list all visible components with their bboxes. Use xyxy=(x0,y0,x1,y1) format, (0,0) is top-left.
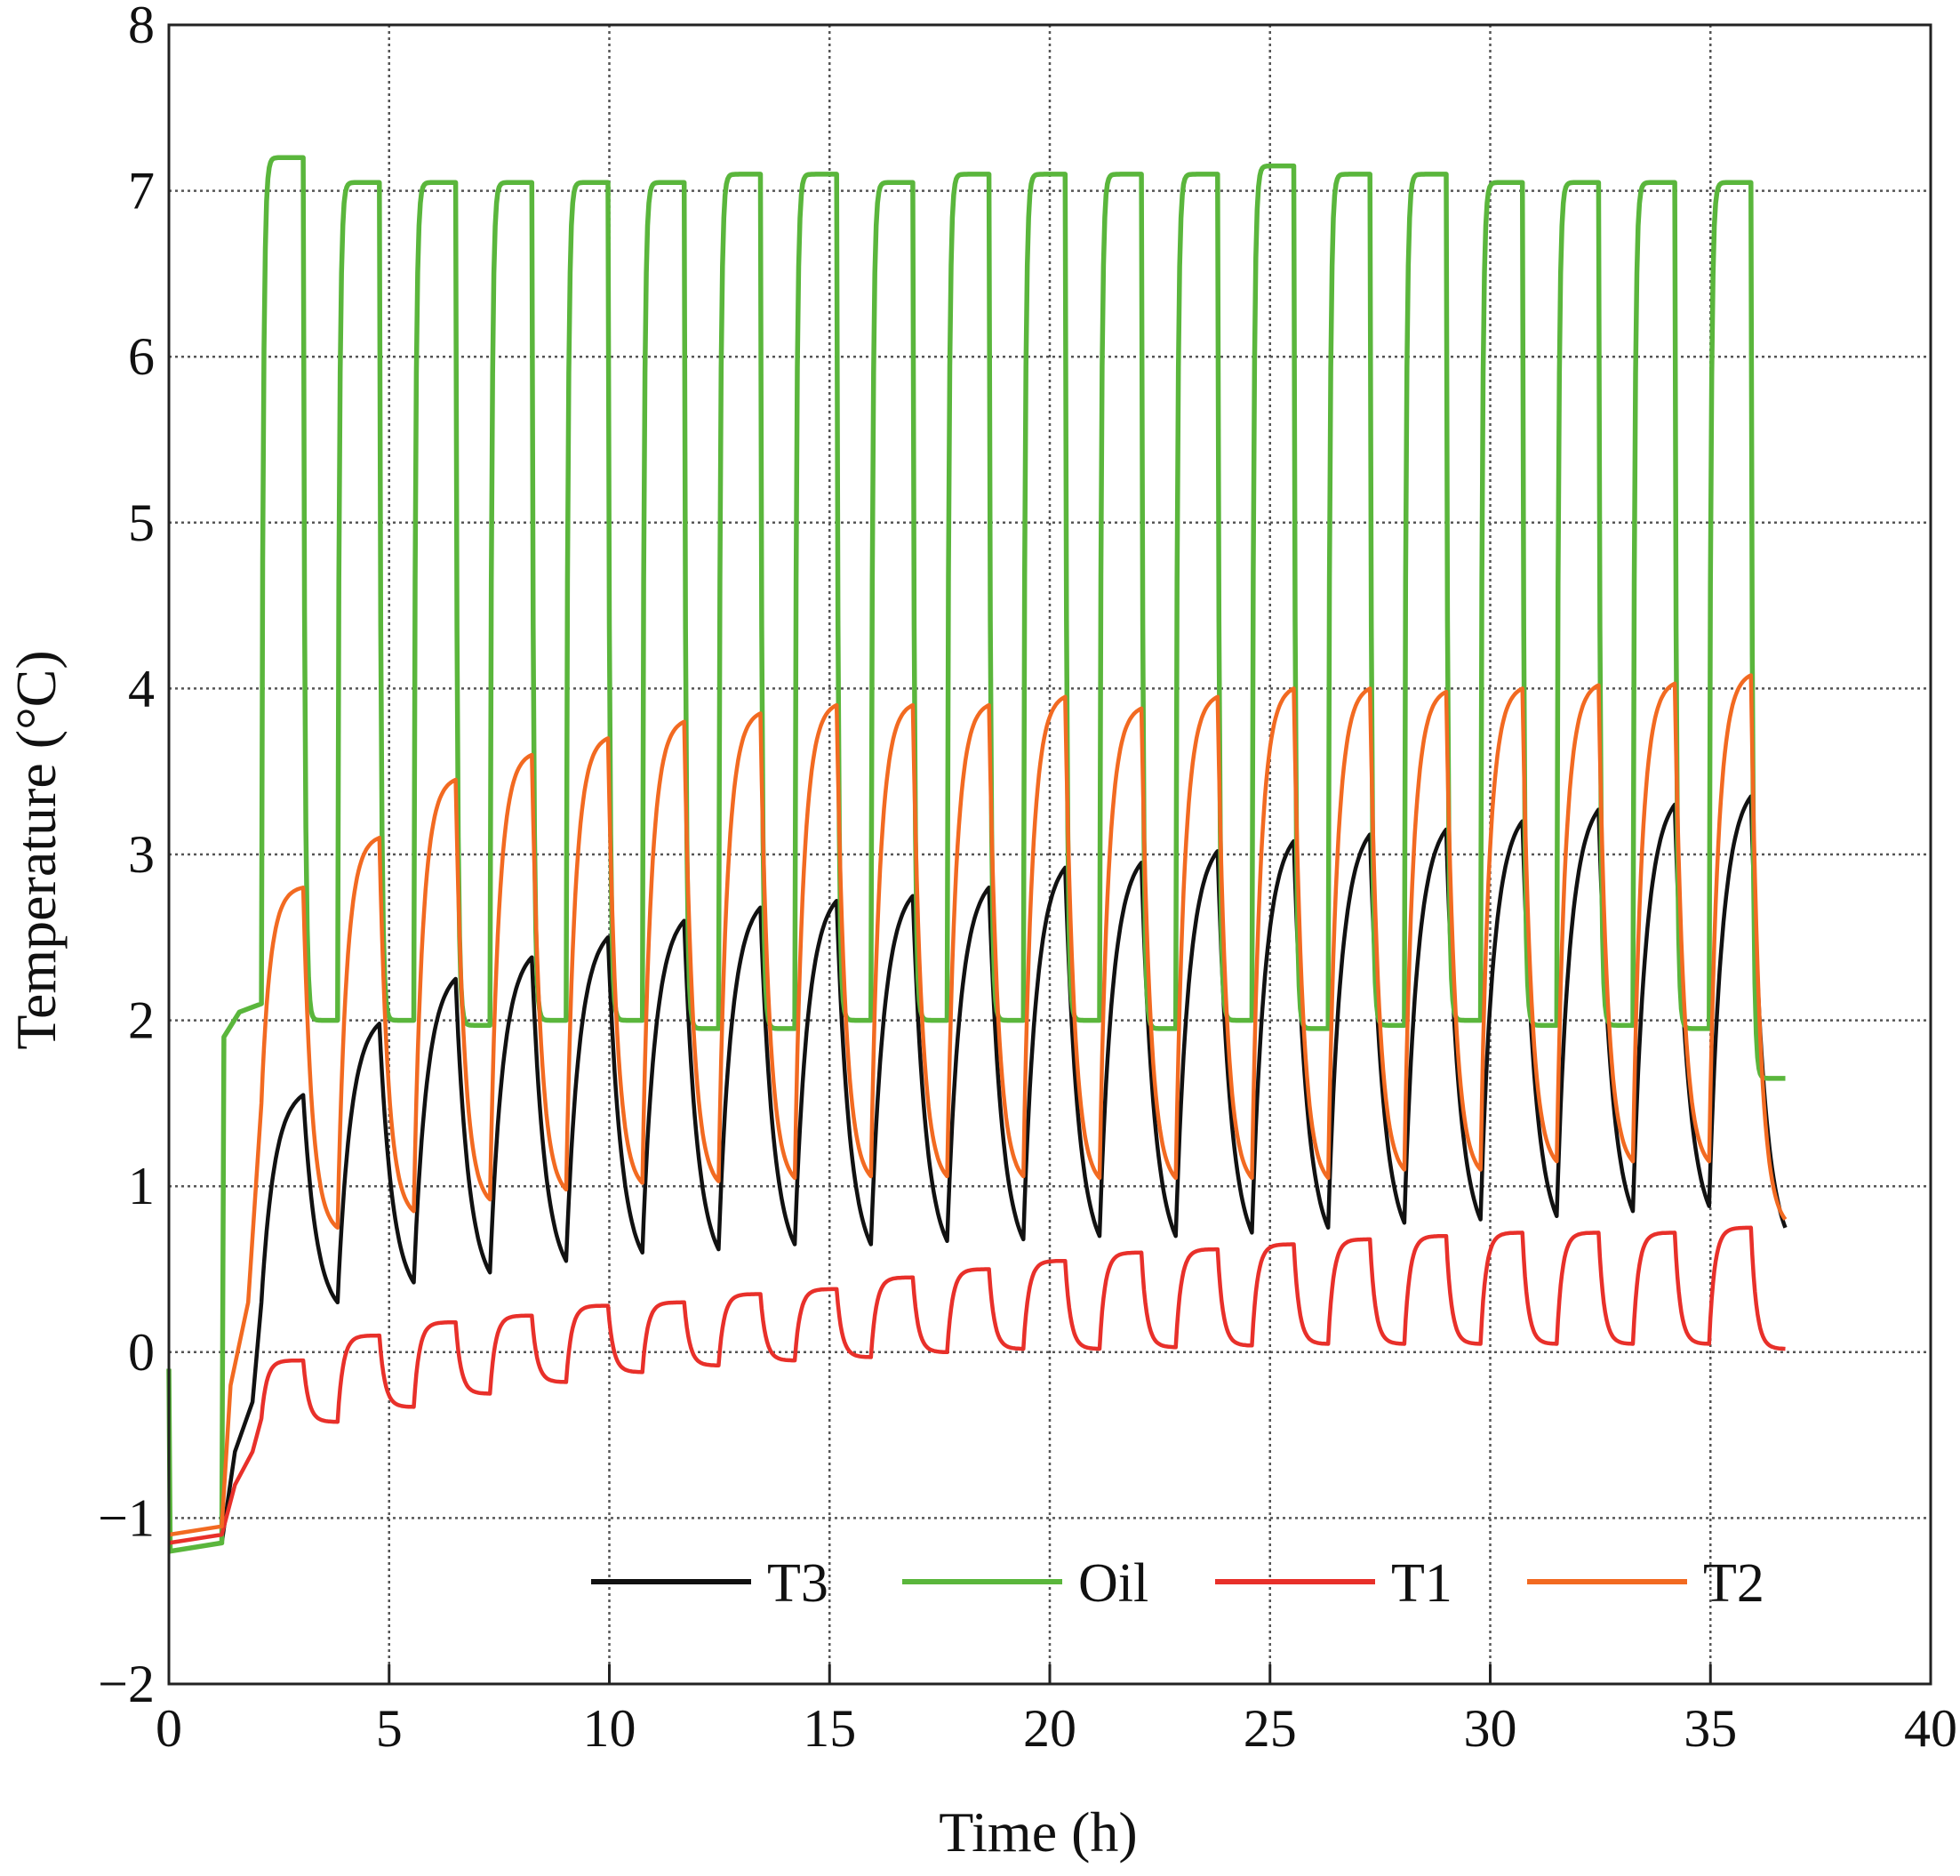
x-tick-label: 0 xyxy=(156,1699,182,1758)
x-tick-label: 40 xyxy=(1904,1699,1957,1758)
x-axis-label: Time (h) xyxy=(939,1800,1137,1864)
series-line-t3 xyxy=(168,794,1788,1553)
y-axis-label: Temperature (°C) xyxy=(4,650,68,1049)
y-tick-label: 4 xyxy=(128,659,155,718)
series-line-t1 xyxy=(168,1225,1787,1545)
y-tick-label: 6 xyxy=(128,327,155,386)
y-tick-label: 1 xyxy=(128,1157,155,1215)
y-tick-label: 3 xyxy=(128,825,155,884)
legend-label-t3: T3 xyxy=(767,1553,828,1614)
y-tick-label: 8 xyxy=(128,0,155,54)
legend-label-t2: T2 xyxy=(1703,1553,1764,1614)
grid-lines xyxy=(169,25,1931,1684)
legend: T3 Oil T1 T2 xyxy=(591,1553,1764,1614)
y-tick-label: −1 xyxy=(98,1488,155,1547)
y-tick-label: 5 xyxy=(128,493,155,552)
y-tick-label: 2 xyxy=(128,991,155,1050)
series-lines xyxy=(166,155,1788,1554)
y-tick-label: −2 xyxy=(98,1655,155,1713)
series-line-t2 xyxy=(168,673,1788,1537)
x-tick-label: 10 xyxy=(583,1699,636,1758)
y-tick-label: 7 xyxy=(128,162,155,220)
x-tick-label: 20 xyxy=(1023,1699,1076,1758)
series-line-oil xyxy=(166,155,1787,1554)
legend-label-oil: Oil xyxy=(1078,1553,1148,1614)
y-tick-label: 0 xyxy=(128,1323,155,1382)
x-tick-label: 35 xyxy=(1684,1699,1737,1758)
x-axis-ticks: 0 5 10 15 20 25 30 35 40 xyxy=(156,1664,1957,1758)
x-tick-label: 25 xyxy=(1244,1699,1297,1758)
x-tick-label: 5 xyxy=(376,1699,403,1758)
x-tick-label: 15 xyxy=(803,1699,856,1758)
legend-label-t1: T1 xyxy=(1391,1553,1452,1614)
x-tick-label: 30 xyxy=(1464,1699,1517,1758)
y-axis-ticks: −2 −1 0 1 2 3 4 5 6 7 8 xyxy=(98,0,155,1713)
